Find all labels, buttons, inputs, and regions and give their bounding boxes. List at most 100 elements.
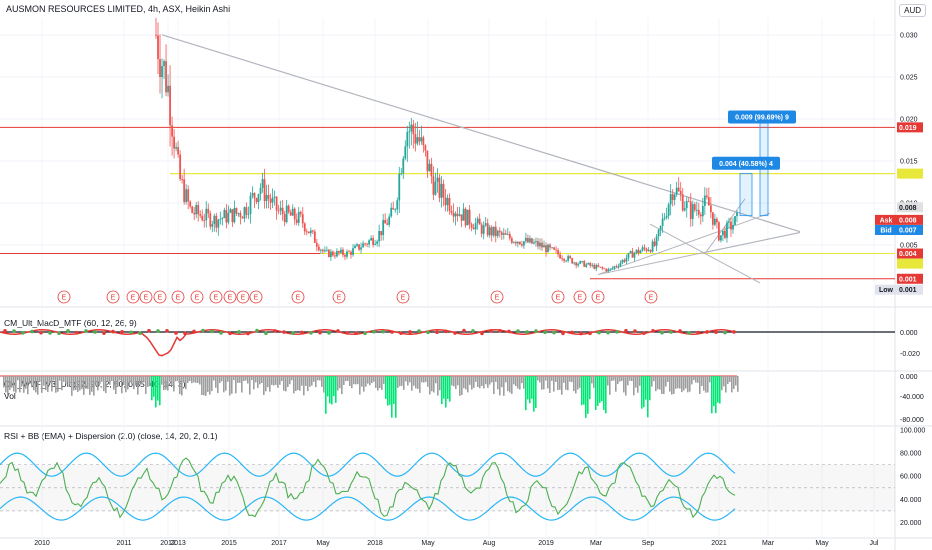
candle-body — [221, 218, 224, 219]
vol-indicator-title[interactable]: Vol — [4, 391, 16, 401]
candle-body — [430, 163, 433, 177]
macd-dot — [147, 328, 151, 333]
wvf-bar — [731, 376, 733, 393]
earnings-marker-circle — [190, 290, 204, 304]
wvf-bar — [323, 376, 325, 393]
macd-dot — [327, 331, 331, 335]
wvf-bar — [169, 376, 171, 382]
candle-body — [722, 230, 724, 236]
wvf-bar — [25, 376, 27, 389]
price-tag-label-bg — [875, 224, 897, 235]
candle-body — [533, 242, 535, 244]
candle-body — [406, 131, 409, 147]
macd-dot — [552, 330, 556, 335]
candle-body — [440, 183, 443, 198]
wvf-bar — [53, 376, 55, 381]
x-tick-label: 2019 — [538, 540, 554, 547]
wvf-bar — [307, 376, 309, 392]
macd-dot — [39, 330, 43, 335]
wvf-bar — [617, 376, 619, 385]
wvf-bar — [63, 376, 65, 382]
wvf-bar — [387, 376, 389, 406]
wvf-bar — [75, 376, 77, 390]
candle-body — [263, 179, 266, 202]
candle-body — [442, 183, 445, 198]
wvf-bar — [213, 376, 215, 381]
wvf-bar — [659, 376, 661, 390]
wvf-bar — [571, 376, 573, 383]
candle-body — [398, 174, 401, 201]
price-tag-value: 0.001 — [899, 276, 917, 283]
wvf-bar — [209, 376, 211, 395]
candle-body — [611, 268, 614, 269]
wvf-bar — [511, 376, 513, 394]
measure-box-2 — [739, 173, 753, 217]
candle-body — [418, 137, 421, 142]
y-tick-label: 0.025 — [900, 74, 918, 81]
candle-body — [346, 251, 348, 257]
earnings-marker-circle — [332, 290, 346, 304]
candle-body — [631, 251, 634, 258]
wvf-bar — [557, 376, 559, 391]
wvf-bar — [649, 376, 651, 401]
candle-body — [227, 212, 230, 223]
wvf-bar — [437, 376, 439, 396]
wvf-bar — [191, 376, 193, 384]
candle-body — [402, 158, 405, 174]
wvf-bar — [181, 376, 183, 396]
candle-body — [157, 35, 159, 60]
wvf-bar — [93, 376, 95, 396]
wvf-bar — [669, 376, 671, 392]
wvf-bar — [599, 376, 601, 403]
earnings-marker-circle — [153, 290, 167, 304]
candle-body — [177, 147, 180, 155]
trendline-steep — [704, 198, 746, 254]
macd-indicator-title[interactable]: CM_Ult_MacD_MTF (60, 12, 26, 9) — [4, 318, 137, 328]
candle-body — [713, 218, 716, 225]
candle-body — [468, 209, 471, 225]
wvf-bar — [671, 376, 673, 395]
wvf-bar — [69, 376, 71, 385]
macd-dot — [444, 329, 448, 334]
candle-body — [239, 213, 242, 218]
price-tag-label-bg — [875, 284, 897, 295]
candle-body — [597, 265, 600, 267]
candle-body — [295, 219, 298, 223]
price-tag-value: 0.008 — [899, 205, 917, 212]
candle-body — [414, 134, 417, 144]
candle-body — [235, 207, 238, 214]
wvf-bar — [683, 376, 685, 391]
candle-body — [478, 218, 481, 225]
currency-button[interactable]: AUD — [899, 4, 926, 17]
wvf-bar — [115, 376, 117, 394]
wvf-indicator-title[interactable]: CM_WVF_V3_Ult (22, 20, 2, 50, 0.85, 40, … — [4, 379, 186, 389]
wvf-bar — [173, 376, 175, 392]
candle-body — [382, 220, 385, 236]
wvf-bar — [83, 376, 85, 395]
rsi-indicator-title[interactable]: RSI + BB (EMA) + Dispersion (2.0) (close… — [4, 431, 218, 441]
earnings-marker-label: E — [556, 295, 561, 302]
wvf-bar — [471, 376, 473, 390]
candle-body — [301, 214, 304, 224]
wvf-bar — [179, 376, 181, 395]
wvf-bar — [379, 376, 381, 389]
macd-dot — [489, 329, 493, 333]
wvf-bar — [499, 376, 501, 396]
candle-body — [687, 201, 690, 203]
candle-body — [420, 137, 423, 142]
macd-dot — [606, 330, 610, 335]
wvf-bar — [291, 376, 293, 381]
wvf-bar — [417, 376, 419, 389]
wvf-bar — [441, 376, 443, 405]
wvf-bar — [651, 376, 653, 387]
wvf-bar — [715, 376, 717, 414]
wvf-bar — [717, 376, 719, 403]
wvf-bar — [587, 376, 589, 414]
candle-body — [605, 268, 608, 272]
wvf-bar — [253, 376, 255, 390]
wvf-bar — [189, 376, 191, 381]
wvf-bar — [81, 376, 83, 390]
wvf-bar — [35, 376, 37, 393]
wvf-bar — [159, 376, 161, 406]
